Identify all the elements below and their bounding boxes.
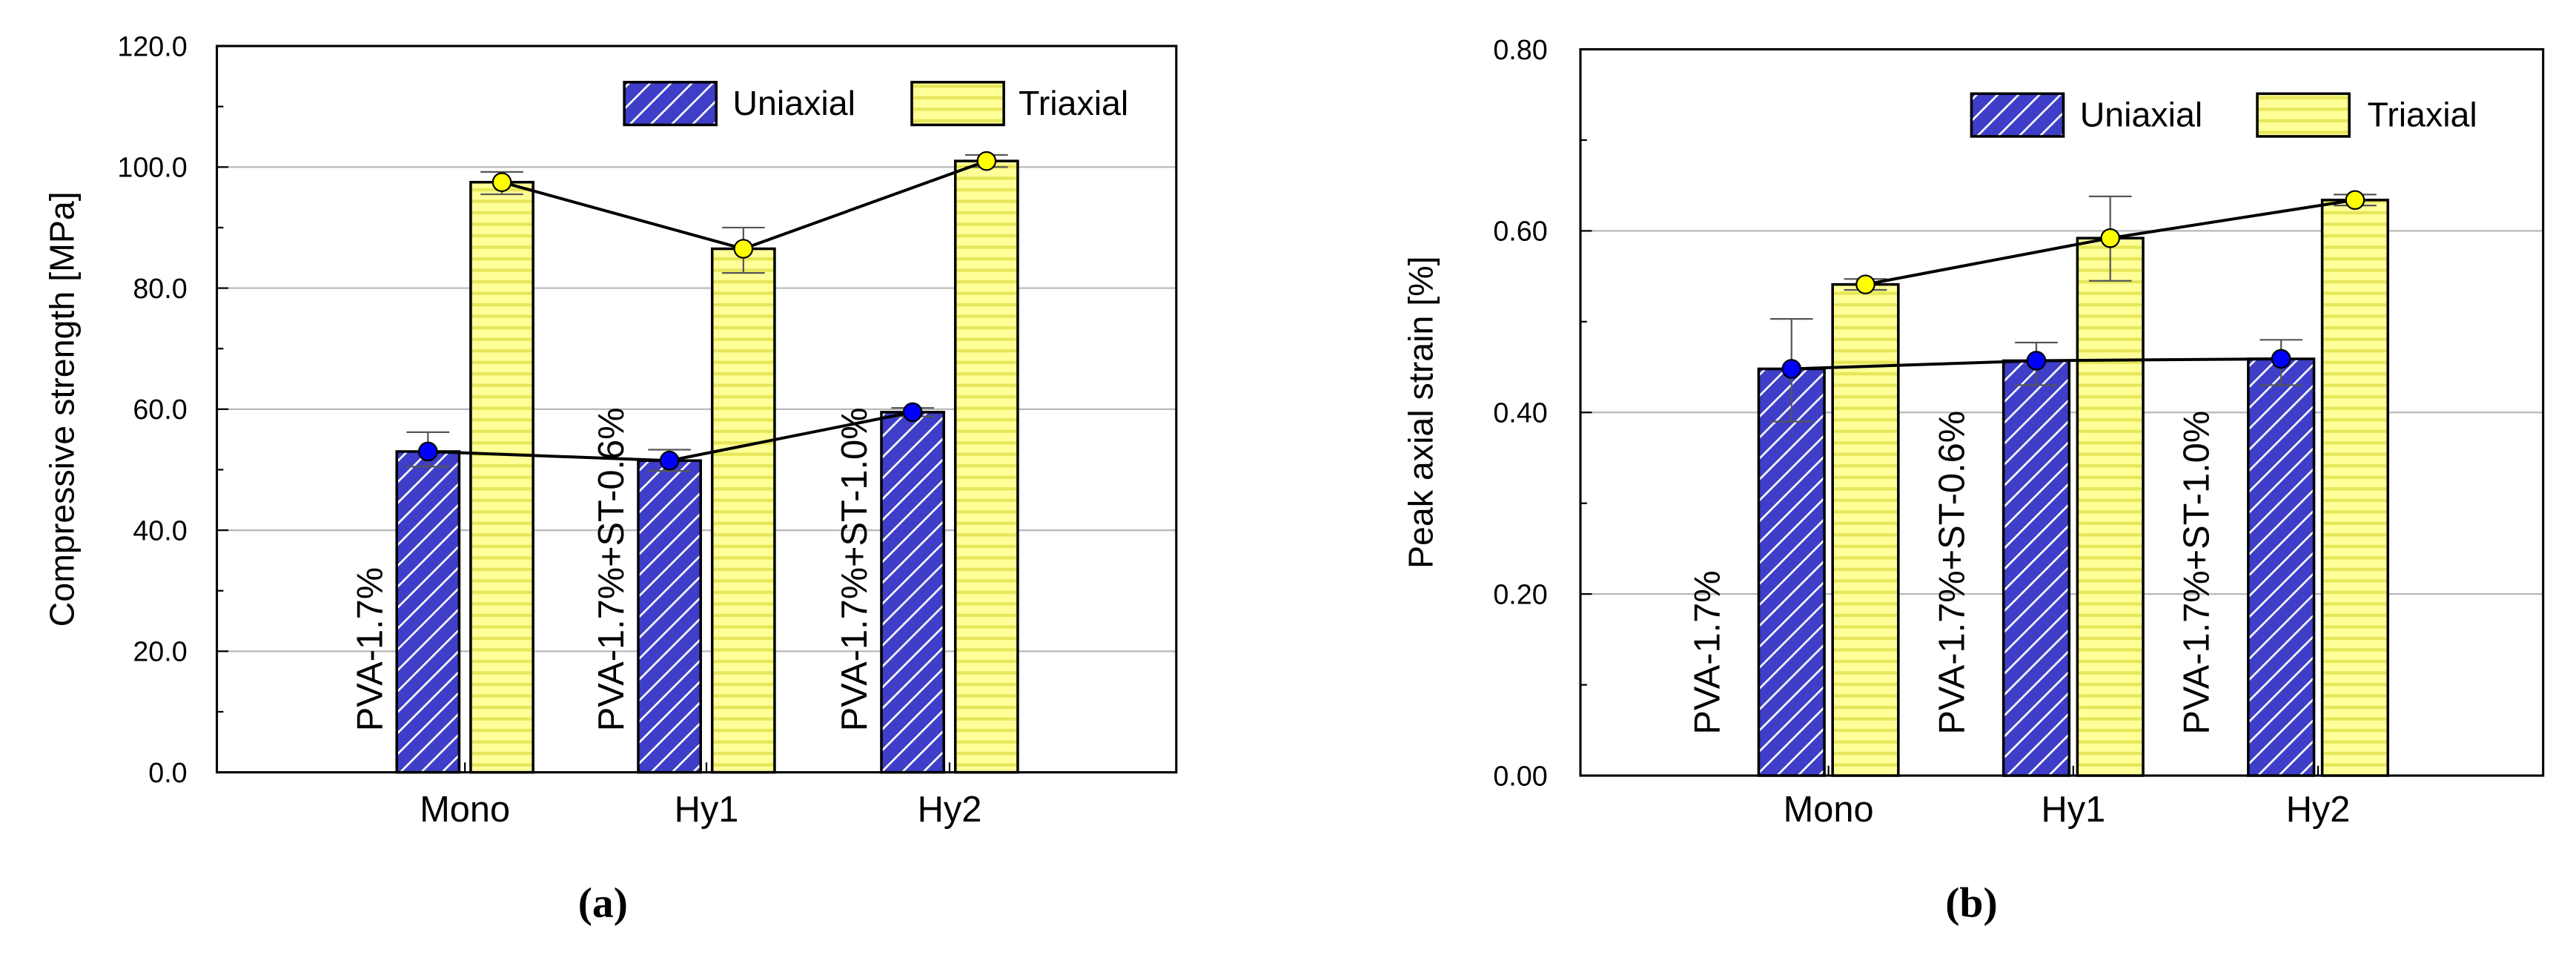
triaxial-bar (953, 159, 1019, 774)
triaxial-point (976, 151, 997, 171)
legend-swatch-triaxial (2256, 92, 2351, 138)
panel-caption: (b) (1945, 880, 1997, 927)
legend-label-triaxial: Triaxial (1019, 84, 1128, 122)
triaxial-bar (469, 180, 534, 774)
y-tick-label: 20.0 (133, 636, 187, 667)
legend-swatch-uniaxial (1970, 92, 2065, 138)
legend-swatch-triaxial (910, 81, 1005, 127)
y-tick-label: 0.0 (148, 757, 187, 788)
uniaxial-point (902, 402, 923, 423)
panel-caption: (a) (578, 880, 628, 927)
y-axis-label: Compressive strength [MPa] (43, 191, 82, 627)
y-tick-label: 60.0 (133, 394, 187, 425)
uniaxial-bar (1757, 367, 1826, 777)
triaxial-bar (710, 247, 776, 774)
triaxial-point (2345, 190, 2365, 211)
bar-annotation: PVA-1.7%+ST-0.6% (592, 408, 632, 732)
uniaxial-point (659, 450, 680, 471)
x-category-label: Hy2 (2286, 790, 2351, 830)
y-tick-label: 0.20 (1493, 578, 1547, 609)
uniaxial-bar (2001, 359, 2071, 777)
x-category-label: Hy1 (675, 790, 739, 830)
bar-annotation: PVA-1.7% (350, 567, 390, 731)
uniaxial-bar (880, 411, 945, 774)
y-tick-label: 0.80 (1493, 34, 1547, 65)
panel-b-chart: 0.00 0.20 0.40 0.60 0.80 Peak axial strain [%… (1402, 34, 2545, 927)
triaxial-point (733, 239, 754, 259)
x-category-label: Mono (1784, 790, 1874, 830)
x-category-label: Hy1 (2041, 790, 2105, 830)
bar-annotation: PVA-1.7% (1687, 570, 1727, 734)
uniaxial-point (1781, 359, 1802, 379)
legend-label-triaxial: Triaxial (2368, 96, 2477, 134)
uniaxial-bar (2247, 357, 2316, 777)
triaxial-bar (1831, 282, 1900, 777)
triaxial-point (491, 172, 512, 193)
y-tick-label: 0.60 (1493, 216, 1547, 247)
plot-frame (1579, 47, 2545, 777)
uniaxial-bar (637, 459, 702, 774)
bar-annotation: PVA-1.7%+ST-0.6% (1932, 411, 1972, 735)
bar-annotation: PVA-1.7%+ST-1.0% (835, 408, 875, 732)
uniaxial-bar (395, 450, 461, 774)
y-tick-label: 0.00 (1493, 760, 1547, 791)
triaxial-point (2100, 228, 2121, 248)
y-tick-label: 100.0 (117, 152, 187, 183)
uniaxial-point (418, 441, 438, 462)
legend-swatch-uniaxial (623, 81, 718, 127)
plot-frame (215, 44, 1178, 774)
y-tick-label: 120.0 (117, 30, 187, 62)
x-category-label: Hy2 (918, 790, 982, 830)
y-tick-label: 80.0 (133, 273, 187, 304)
x-category-label: Mono (420, 790, 510, 830)
triaxial-bar (2076, 237, 2145, 777)
uniaxial-point (2271, 348, 2291, 369)
y-axis-label: Peak axial strain [%] (1402, 256, 1440, 569)
y-tick-label: 40.0 (133, 515, 187, 546)
y-tick-label: 0.40 (1493, 397, 1547, 429)
legend-label-uniaxial: Uniaxial (2080, 96, 2203, 134)
bar-annotation: PVA-1.7%+ST-1.0% (2177, 411, 2217, 735)
panel-a-chart: 0.0 20.0 40.0 60.0 80.0 100.0 120.0 Compressive… (43, 30, 1178, 927)
uniaxial-point (2026, 351, 2047, 371)
legend-label-uniaxial: Uniaxial (732, 84, 855, 122)
triaxial-point (1855, 274, 1875, 294)
triaxial-bar (2320, 198, 2390, 777)
